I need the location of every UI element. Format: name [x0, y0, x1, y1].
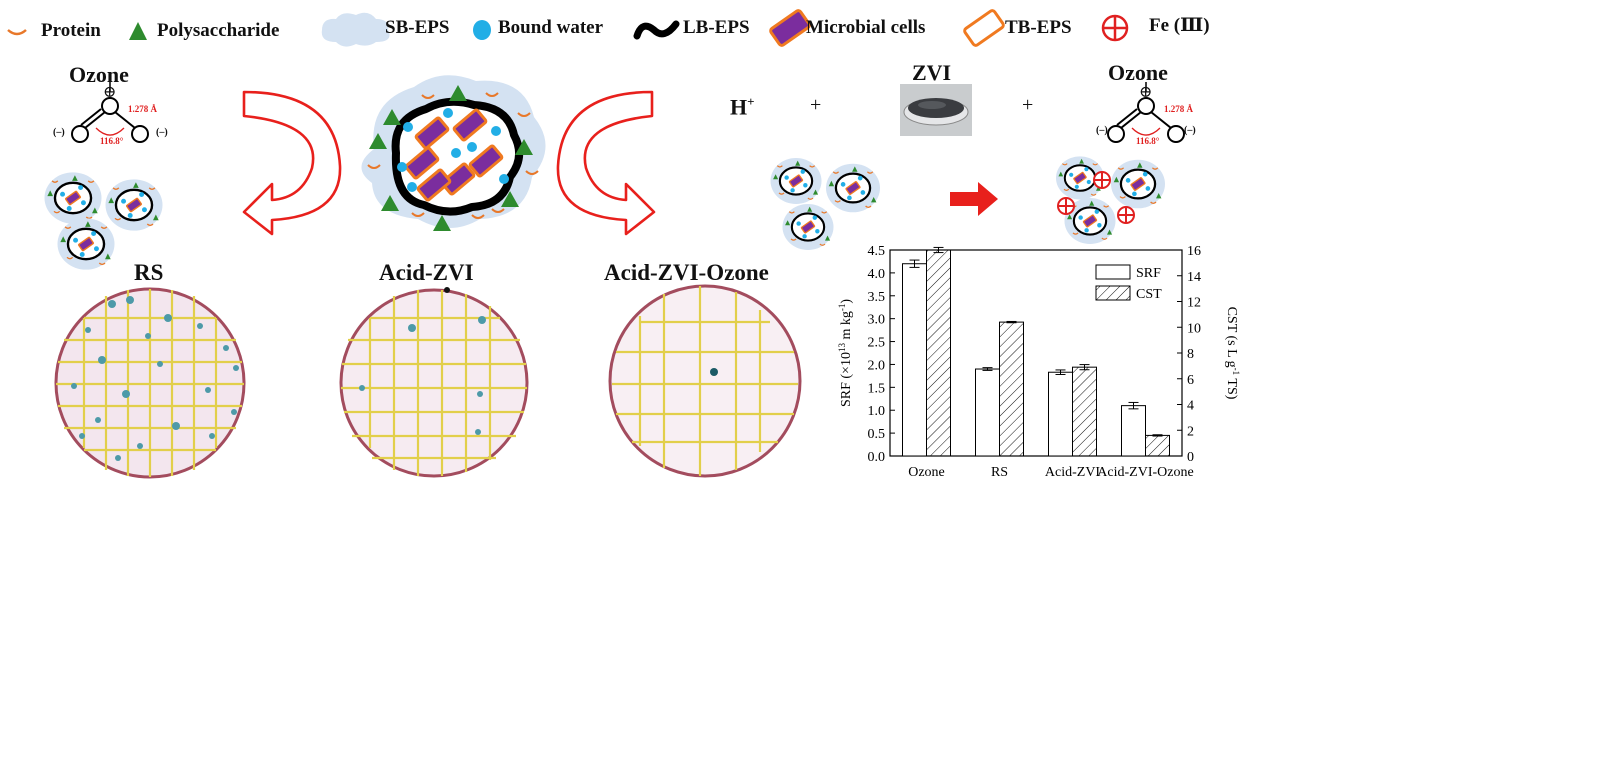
y-tick-label: 0.5: [868, 427, 886, 442]
y2-tick-label: 2: [1187, 424, 1194, 439]
stage-label-rs: RS: [134, 260, 164, 285]
y2-tick-label: 6: [1187, 373, 1194, 388]
legend-fe3-label: Fe (Ⅲ): [1149, 15, 1210, 36]
legend-tb-eps-label: TB-EPS: [1005, 17, 1072, 38]
bar-srf: [1048, 371, 1073, 457]
x-tick-label: Acid-ZVI: [1045, 465, 1101, 480]
legend-microbial-cells-label: Microbial cells: [806, 17, 926, 38]
y-tick-label: 2.5: [868, 336, 886, 351]
solid-red-arrow: [950, 182, 998, 216]
y-axis-label: SRF (×1013 m kg-1): [837, 299, 854, 407]
right-axis: 0 2 4 6 8 10 12 14 16: [1177, 244, 1201, 465]
proton-label: H+: [730, 94, 755, 120]
tb-eps-icon: [963, 9, 1005, 47]
x-tick-label: RS: [991, 465, 1008, 480]
legend-swatch-cst: [1095, 285, 1131, 301]
x-tick-label: Ozone: [908, 465, 945, 480]
chart-bars: [902, 246, 1170, 457]
bound-water-icon: [473, 20, 491, 40]
legend-bound-water-label: Bound water: [498, 17, 604, 38]
fe3-icon: [1101, 14, 1129, 42]
zvi-powder-photo: [900, 84, 972, 136]
protein-icon: [7, 29, 27, 36]
x-tick-label: Acid-ZVI-Ozone: [1097, 465, 1193, 480]
lb-eps-icon: [633, 20, 680, 40]
y2-tick-label: 16: [1187, 244, 1201, 259]
stage-label-acid-zvi: Acid-ZVI: [379, 260, 474, 285]
y-tick-label: 0.0: [868, 450, 886, 465]
bond-length-left: 1.278 Å: [128, 104, 157, 114]
bond-angle-left: 116.8°: [100, 136, 124, 146]
plus-sign-2: +: [1022, 94, 1034, 116]
floc-cluster-acid-zvi: [769, 156, 882, 252]
minus-charge-left-b: (–): [156, 127, 168, 138]
microbial-cell-icon: [769, 9, 811, 47]
y2-tick-label: 14: [1187, 270, 1201, 285]
bar-srf: [975, 368, 1000, 457]
bar-cst: [1145, 434, 1170, 457]
y-tick-label: 2.0: [868, 358, 886, 373]
proton-superscript: +: [747, 94, 755, 109]
ozone-title-left: Ozone: [69, 62, 129, 87]
petri-dish-rs: [54, 287, 246, 479]
bar-cst: [926, 249, 951, 457]
bar-srf: [902, 263, 927, 457]
ozone-charge-left: ⊕: [103, 84, 117, 101]
srf-cst-bar-chart: 0.0 0.5 1.0 1.5 2.0 2.5 3.0 3.5 4.0 4.5 0 2 4 6 8 10 12…: [837, 244, 1241, 480]
legend-label-srf: SRF: [1136, 266, 1161, 281]
polysaccharide-icon: [129, 22, 147, 40]
legend-polysaccharide-label: Polysaccharide: [157, 20, 280, 41]
ozone-charge-right: ⊕: [1139, 84, 1153, 101]
petri-dish-acid-zvi-ozone: [608, 284, 802, 478]
chart-legend: SRF CST: [1095, 264, 1162, 302]
floc-large-center: [361, 75, 546, 231]
bond-angle-right: 116.8°: [1136, 136, 1160, 146]
y2-axis-label: CST (s L g-1 TS): [1224, 307, 1241, 400]
minus-charge-right-b: (–): [1184, 125, 1196, 136]
minus-charge-right-a: (–): [1096, 125, 1108, 136]
bar-cst: [1072, 366, 1097, 457]
y2-tick-label: 8: [1187, 347, 1194, 362]
y-tick-label: 3.5: [868, 290, 886, 305]
y2-tick-label: 10: [1187, 321, 1201, 336]
bond-length-right: 1.278 Å: [1164, 104, 1193, 114]
legend-lb-eps-label: LB-EPS: [683, 17, 750, 38]
plus-sign-1: +: [810, 94, 822, 116]
legend-swatch-srf: [1095, 264, 1131, 280]
y-tick-label: 4.5: [868, 244, 886, 259]
y2-tick-label: 12: [1187, 296, 1201, 311]
floc-cluster-rs: [43, 171, 164, 271]
curved-arrow-to-rs: [242, 90, 342, 236]
curved-arrow-to-acid-zvi-ozone: [556, 90, 656, 236]
minus-charge-left-a: (–): [53, 127, 65, 138]
legend-label-cst: CST: [1136, 287, 1162, 302]
y-tick-label: 1.0: [868, 404, 886, 419]
legend-protein-label: Protein: [41, 20, 101, 41]
bar-cst: [999, 321, 1024, 457]
legend-icons: [7, 9, 1129, 47]
petri-dish-acid-zvi: [339, 287, 529, 478]
bar-srf: [1121, 405, 1146, 457]
proton-symbol: H: [730, 94, 748, 120]
sb-eps-icon: [321, 12, 390, 47]
y-tick-label: 1.5: [868, 381, 886, 396]
y2-tick-label: 4: [1187, 399, 1194, 414]
y2-tick-label: 0: [1187, 450, 1194, 465]
y-tick-label: 3.0: [868, 313, 886, 328]
stage-label-acid-zvi-ozone: Acid-ZVI-Ozone: [604, 260, 769, 285]
floc-cluster-acid-zvi-ozone: [1054, 155, 1167, 246]
y-tick-label: 4.0: [868, 267, 886, 282]
legend-sb-eps-label: SB-EPS: [385, 17, 450, 38]
zvi-label: ZVI: [912, 60, 952, 85]
ozone-title-right: Ozone: [1108, 60, 1168, 85]
left-axis: 0.0 0.5 1.0 1.5 2.0 2.5 3.0 3.5 4.0 4.5: [868, 244, 895, 465]
legend-row: Protein Polysaccharide SB-EPS Bound wate…: [0, 0, 1600, 56]
